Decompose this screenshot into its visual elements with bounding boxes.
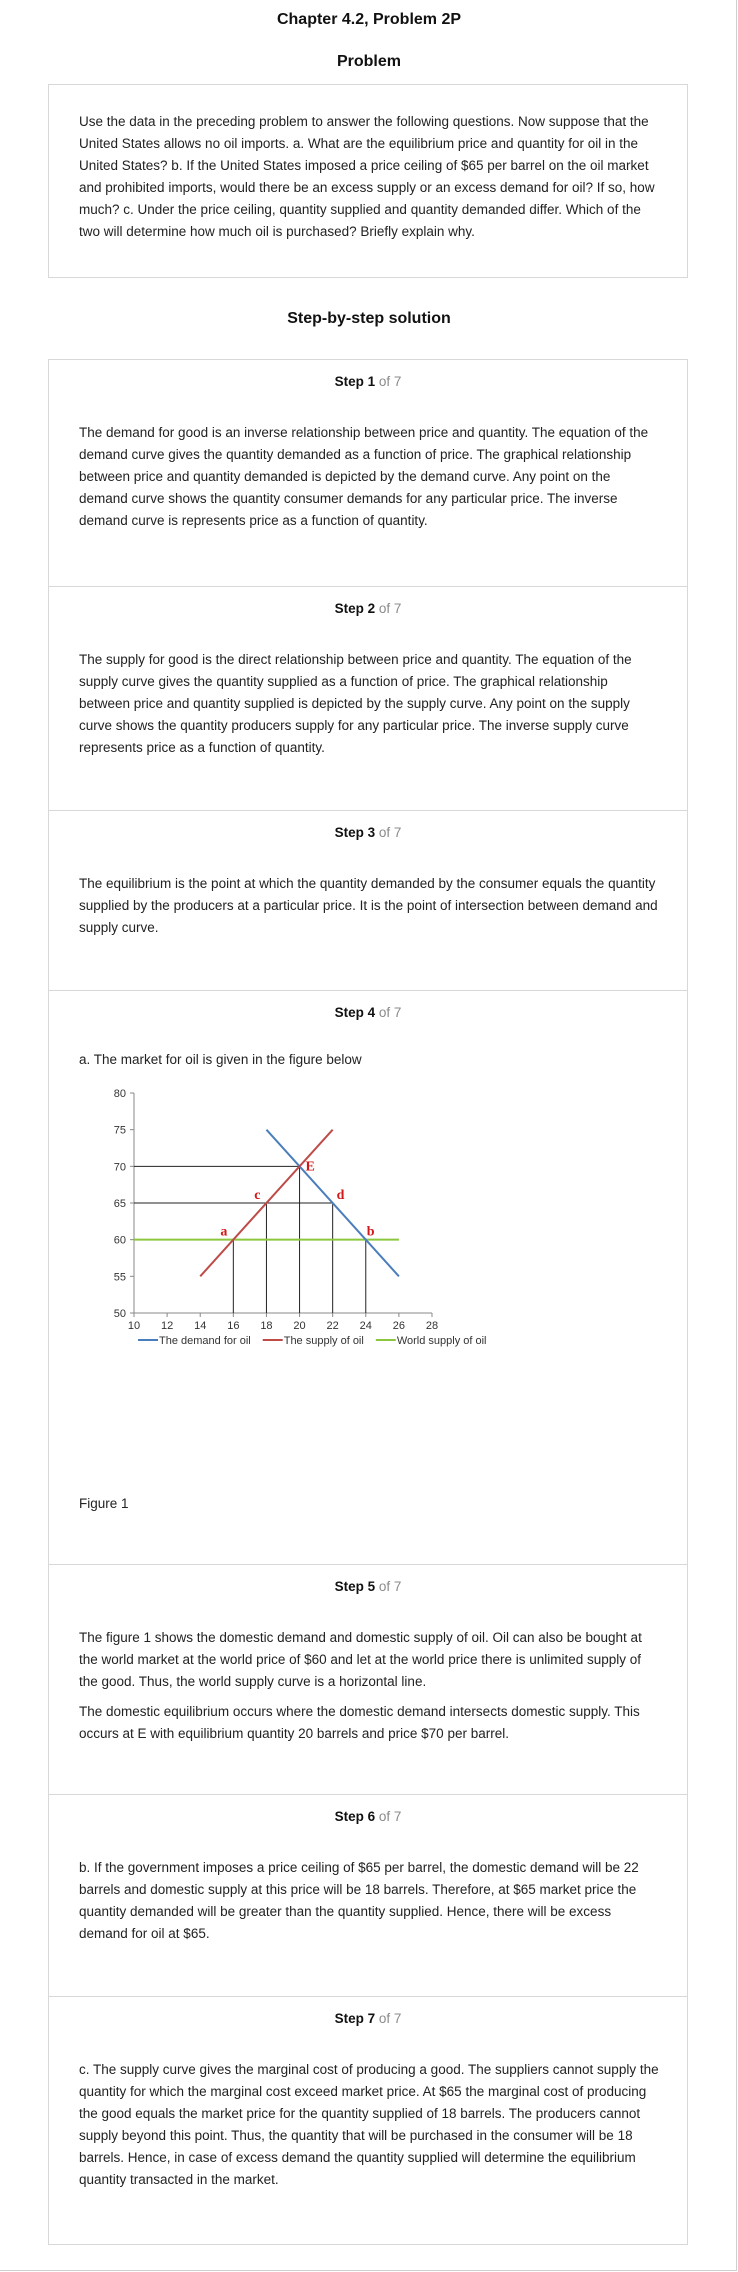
step-7-title: Step 7 of 7 — [49, 2011, 687, 2026]
point-label-b: b — [367, 1225, 375, 1240]
step-number: Step 4 — [334, 1005, 376, 1020]
step-paragraph: The equilibrium is the point at which th… — [79, 876, 658, 935]
x-tick-label: 12 — [161, 1320, 173, 1332]
x-tick-label: 20 — [293, 1320, 305, 1332]
problem-text: Use the data in the preceding problem to… — [79, 114, 655, 239]
step-number: Step 6 — [334, 1809, 376, 1824]
step-1: Step 1 of 7 The demand for good is an in… — [49, 360, 687, 586]
step-5: Step 5 of 7 The figure 1 shows the domes… — [49, 1564, 687, 1795]
legend-label: World supply of oil — [397, 1335, 487, 1347]
problem-heading: Problem — [336, 53, 401, 70]
step-number: Step 7 — [334, 2011, 376, 2026]
x-tick-label: 26 — [393, 1320, 405, 1332]
step-number: Step 5 — [334, 1579, 376, 1594]
step-number: Step 3 — [334, 825, 376, 840]
series-line-the-demand-for-oil — [265, 1128, 400, 1278]
step-6: Step 6 of 7 b. If the government imposes… — [49, 1794, 687, 1997]
x-tick-label: 10 — [128, 1320, 140, 1332]
step-total: of 7 — [375, 2011, 402, 2026]
x-tick-label: 24 — [360, 1320, 372, 1332]
point-label-d: d — [337, 1188, 345, 1203]
step-total: of 7 — [375, 1809, 402, 1824]
y-tick-label: 80 — [114, 1088, 126, 1100]
step-paragraph: c. The supply curve gives the marginal c… — [79, 2062, 659, 2187]
step-total: of 7 — [375, 1579, 402, 1594]
step-6-body: b. If the government imposes a price cei… — [79, 1857, 659, 1953]
step-total: of 7 — [375, 825, 402, 840]
x-tick-label: 22 — [327, 1320, 339, 1332]
step-paragraph: The supply for good is the direct relati… — [79, 652, 632, 755]
step-total: of 7 — [375, 374, 402, 389]
series-line-the-supply-of-oil — [199, 1128, 334, 1278]
solution-card: Step 1 of 7 The demand for good is an in… — [48, 359, 688, 2245]
step-1-body: The demand for good is an inverse relati… — [79, 422, 659, 540]
step-3-title: Step 3 of 7 — [49, 825, 687, 840]
y-tick-label: 75 — [114, 1125, 126, 1137]
step-total: of 7 — [375, 1005, 402, 1020]
legend-label: The demand for oil — [159, 1335, 251, 1347]
step-7: Step 7 of 7 c. The supply curve gives th… — [49, 1996, 687, 2245]
x-tick-label: 16 — [227, 1320, 239, 1332]
step-4-title: Step 4 of 7 — [49, 1005, 687, 1020]
point-label-c: c — [254, 1188, 260, 1203]
y-tick-label: 60 — [114, 1235, 126, 1247]
figure-caption: Figure 1 — [79, 1496, 129, 1511]
step-number: Step 2 — [334, 601, 376, 616]
step-1-title: Step 1 of 7 — [49, 374, 687, 389]
step-paragraph: The figure 1 shows the domestic demand a… — [79, 1630, 642, 1689]
y-tick-label: 65 — [114, 1198, 126, 1210]
step-2: Step 2 of 7 The supply for good is the d… — [49, 586, 687, 811]
step-7-body: c. The supply curve gives the marginal c… — [79, 2059, 659, 2199]
x-tick-label: 18 — [260, 1320, 272, 1332]
step-2-title: Step 2 of 7 — [49, 601, 687, 616]
step-5-title: Step 5 of 7 — [49, 1579, 687, 1594]
step-2-body: The supply for good is the direct relati… — [79, 649, 659, 767]
step-number: Step 1 — [334, 374, 376, 389]
y-tick-label: 70 — [114, 1161, 126, 1173]
step-3: Step 3 of 7 The equilibrium is the point… — [49, 810, 687, 991]
step-total: of 7 — [375, 601, 402, 616]
y-tick-label: 55 — [114, 1271, 126, 1283]
step-4: Step 4 of 7 a. The market for oil is giv… — [49, 990, 687, 1565]
page-title: Chapter 4.2, Problem 2P — [276, 11, 462, 28]
step-paragraph: b. If the government imposes a price cei… — [79, 1860, 639, 1941]
x-tick-label: 28 — [426, 1320, 438, 1332]
point-label-a: a — [220, 1225, 227, 1240]
step-5-body: The figure 1 shows the domestic demand a… — [79, 1627, 659, 1753]
oil-market-chart: 50 55 60 65 70 75 80 10 12 14 16 18 20 22 24 26 28 Ec d a b T… — [114, 1088, 487, 1347]
point-label-e: E — [306, 1159, 315, 1174]
step-paragraph: The demand for good is an inverse relati… — [79, 425, 649, 528]
y-tick-label: 50 — [114, 1308, 126, 1320]
step-paragraph: The domestic equilibrium occurs where th… — [79, 1704, 640, 1741]
x-tick-label: 14 — [194, 1320, 206, 1332]
step-3-body: The equilibrium is the point at which th… — [79, 873, 659, 947]
step-4-body: a. The market for oil is given in the fi… — [79, 1049, 659, 1079]
problem-card: Use the data in the preceding problem to… — [48, 84, 688, 278]
solution-heading: Step-by-step solution — [287, 310, 451, 327]
legend-label: The supply of oil — [284, 1335, 364, 1347]
step-6-title: Step 6 of 7 — [49, 1809, 687, 1824]
step-paragraph: a. The market for oil is given in the fi… — [79, 1052, 362, 1067]
